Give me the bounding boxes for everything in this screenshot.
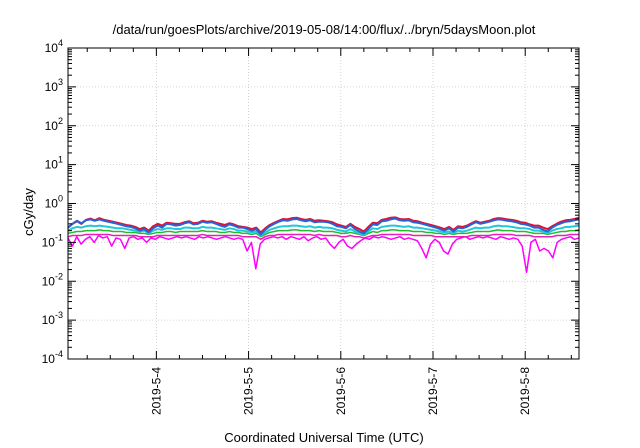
series-line-6 <box>67 234 580 274</box>
y-tick-label: 101 <box>45 155 63 172</box>
y-tick-label: 104 <box>45 38 63 55</box>
x-tick-label: 2019-5-4 <box>149 367 163 415</box>
y-tick-label: 10-3 <box>42 310 63 327</box>
y-tick-label: 10-2 <box>42 271 63 288</box>
y-axis-ticks: 10-4 10-3 10-2 10-1 100 101 102 103 104 <box>42 38 579 366</box>
x-tick-label: 2019-5-8 <box>518 367 532 415</box>
y-tick-label: 103 <box>45 77 63 94</box>
x-tick-label: 2019-5-6 <box>334 367 348 415</box>
y-axis-label: cGy/day <box>21 188 36 236</box>
x-axis-label: Coordinated Universal Time (UTC) <box>224 430 423 445</box>
series-line-3 <box>67 224 580 237</box>
x-tick-label: 2019-5-7 <box>426 367 440 415</box>
x-axis-ticks: 2019-5-4 2019-5-5 2019-5-6 2019-5-7 2019-5-8 <box>86 48 572 415</box>
plot-series <box>67 216 580 274</box>
series-line-2 <box>67 217 580 236</box>
series-line-5 <box>67 233 579 241</box>
grid <box>68 48 579 359</box>
series-line-4 <box>67 229 580 238</box>
x-tick-label: 2019-5-5 <box>242 367 256 415</box>
y-tick-label: 10-4 <box>42 349 63 366</box>
y-tick-label: 10-1 <box>42 232 63 249</box>
y-tick-label: 102 <box>45 116 63 133</box>
y-tick-label: 100 <box>45 194 63 211</box>
chart-title: /data/run/goesPlots/archive/2019-05-08/1… <box>113 22 536 37</box>
